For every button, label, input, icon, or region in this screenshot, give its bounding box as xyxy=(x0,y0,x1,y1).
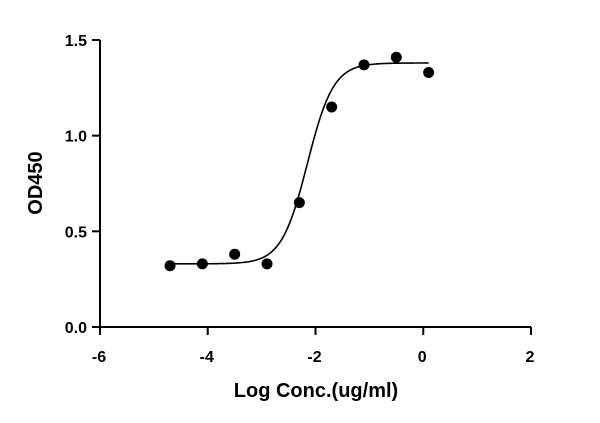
data-point xyxy=(390,51,402,63)
x-tick-label: -6 xyxy=(92,349,106,366)
y-tick-label: 1.5 xyxy=(65,33,87,50)
x-tick-label: 0 xyxy=(418,349,427,366)
data-point xyxy=(293,197,305,209)
y-tick-label: 1.0 xyxy=(65,129,87,146)
data-point xyxy=(229,248,241,260)
axes: 0.0 0.5 1.0 1.5 -6 -4 -2 0 2 xyxy=(65,33,535,366)
x-axis-title: Log Conc.(ug/ml) xyxy=(234,380,398,402)
data-point xyxy=(358,59,370,71)
data-points-layer xyxy=(164,51,435,272)
y-tick-label: 0.0 xyxy=(65,320,87,337)
x-tick-label: -4 xyxy=(200,349,214,366)
y-axis-ticks: 0.0 0.5 1.0 1.5 xyxy=(65,33,100,337)
x-axis-ticks: -6 -4 -2 0 2 xyxy=(92,327,535,366)
fit-curve-layer xyxy=(170,62,429,265)
x-tick-label: 2 xyxy=(526,349,535,366)
data-point xyxy=(164,260,176,272)
data-point xyxy=(326,101,338,113)
fit-curve xyxy=(170,62,429,265)
y-tick-label: 0.5 xyxy=(65,224,87,241)
x-tick-label: -2 xyxy=(307,349,321,366)
data-point xyxy=(261,258,273,270)
data-point xyxy=(423,67,435,79)
y-axis-title: OD450 xyxy=(25,151,47,214)
data-point xyxy=(196,258,208,270)
